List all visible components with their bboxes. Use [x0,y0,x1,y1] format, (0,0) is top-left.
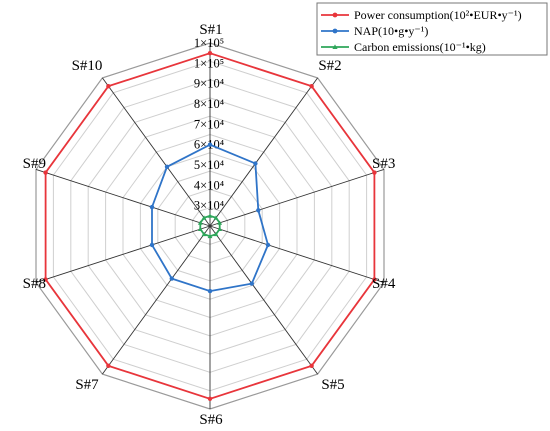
legend-label: NAP(10•g•y⁻¹) [354,24,428,38]
legend-item: NAP(10•g•y⁻¹) [321,24,428,38]
legend-item: Carbon emissions(10⁻¹•kg) [321,40,486,54]
axis-spoke [102,225,211,375]
legend-marker [332,28,338,34]
data-point [164,164,170,169]
data-point [201,231,207,237]
data-point [309,84,314,89]
series-1 [43,51,377,401]
axis-spoke [209,77,318,227]
data-point [309,363,314,368]
legend-box [316,2,548,56]
data-point [197,220,203,225]
radial-tick-label: 8×10⁴ [194,97,224,111]
radial-tick-label: 7×10⁴ [194,117,224,131]
data-point [256,208,261,213]
category-label: S#6 [199,412,223,428]
data-point [372,170,377,175]
data-point [217,226,223,232]
data-point [106,84,111,89]
axis-spoke [209,168,385,227]
data-point [207,233,213,239]
data-point [213,215,219,220]
series-2 [149,142,271,294]
legend-label: Carbon emissions(10⁻¹•kg) [354,40,486,54]
axis-spoke [35,168,211,227]
legend: Power consumption(10²•EUR•y⁻¹) NAP(10•g•y… [316,2,548,56]
category-label: S#10 [72,58,103,74]
axis-spoke [35,225,211,284]
radial-tick-label: 5×10⁴ [194,158,224,172]
data-point [372,277,377,282]
radar-axes [35,43,385,409]
data-point [207,213,213,218]
radial-tick-label: 9×10⁴ [194,77,224,91]
data-point [253,161,258,166]
category-label: S#4 [372,276,396,292]
legend-marker [332,44,338,49]
legend-label: Power consumption(10²•EUR•y⁻¹) [354,8,522,22]
category-label: S#2 [318,58,341,74]
data-point [201,215,207,220]
radial-tick-labels: 1×10⁵1×10⁵9×10⁴8×10⁴7×10⁴6×10⁴5×10⁴4×10⁴… [194,36,224,213]
axis-spoke [209,225,318,375]
radial-tick-label: 1×10⁵ [194,36,224,50]
category-label: S#3 [372,156,395,172]
axis-spoke [209,225,385,284]
legend-item: Power consumption(10²•EUR•y⁻¹) [321,8,522,22]
series-3 [197,213,223,239]
data-point [213,231,219,237]
data-point [249,281,254,286]
category-label: S#1 [199,22,222,38]
data-point [149,204,155,210]
data-point [207,288,213,294]
category-labels: S#1 S#2 S#3 S#4 S#5 S#6 S#7 S#8 S#9 S#10 [23,22,396,428]
category-label: S#7 [75,377,99,393]
category-label: S#5 [321,377,344,393]
radial-tick-label: 4×10⁴ [194,178,224,192]
category-label: S#8 [23,276,46,292]
data-point [207,396,213,401]
legend-marker [332,12,338,18]
radial-tick-label: 1×10⁵ [194,56,224,70]
data-point [149,242,155,248]
data-point [169,276,174,281]
data-point [217,220,223,225]
data-point [43,277,48,282]
data-point [265,242,271,248]
radar-series [43,51,377,401]
data-point [207,51,213,56]
data-point [197,226,203,232]
data-point [43,170,48,175]
data-point [106,363,111,368]
data-point [207,142,213,147]
category-label: S#9 [23,156,46,172]
axis-spoke [102,77,211,227]
radial-tick-label: 3×10⁴ [194,199,224,213]
